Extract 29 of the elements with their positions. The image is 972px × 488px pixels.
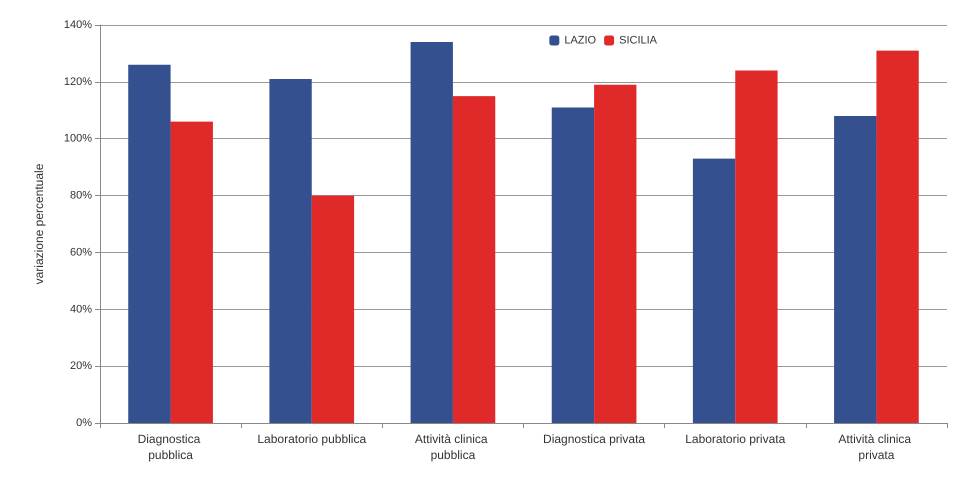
x-tick-label: Laboratorio privata <box>685 432 786 446</box>
bar <box>552 107 594 423</box>
y-tick-label: 120% <box>64 76 92 88</box>
y-tick-label: 80% <box>70 190 92 202</box>
y-tick-label: 20% <box>70 360 92 372</box>
bar <box>269 79 312 423</box>
legend-label: LAZIO <box>564 34 597 46</box>
y-tick-label: 40% <box>70 303 92 316</box>
y-tick-label: 100% <box>64 132 92 145</box>
x-tick-label: Diagnostica privata <box>543 432 646 446</box>
legend-label: SICILIA <box>619 34 658 46</box>
bar <box>834 116 876 423</box>
y-axis-title: variazione percentuale <box>32 163 46 284</box>
x-tick-label: Laboratorio pubblica <box>257 432 366 446</box>
x-tick-label: Diagnostica pubblica <box>138 432 204 462</box>
y-tick-label: 60% <box>70 246 92 258</box>
bar <box>452 96 496 423</box>
bar <box>876 50 919 423</box>
bar <box>410 42 453 423</box>
bar <box>735 70 778 423</box>
bar <box>312 196 354 423</box>
bar <box>170 122 213 423</box>
bar <box>128 64 171 423</box>
x-tick-label: Attività clinica privata <box>838 432 914 462</box>
y-tick-label: 0% <box>76 417 92 429</box>
bar <box>692 158 736 423</box>
y-tick-label: 140% <box>64 19 92 31</box>
bar <box>594 84 636 423</box>
x-tick-label: Attività clinica pubblica <box>414 432 491 462</box>
